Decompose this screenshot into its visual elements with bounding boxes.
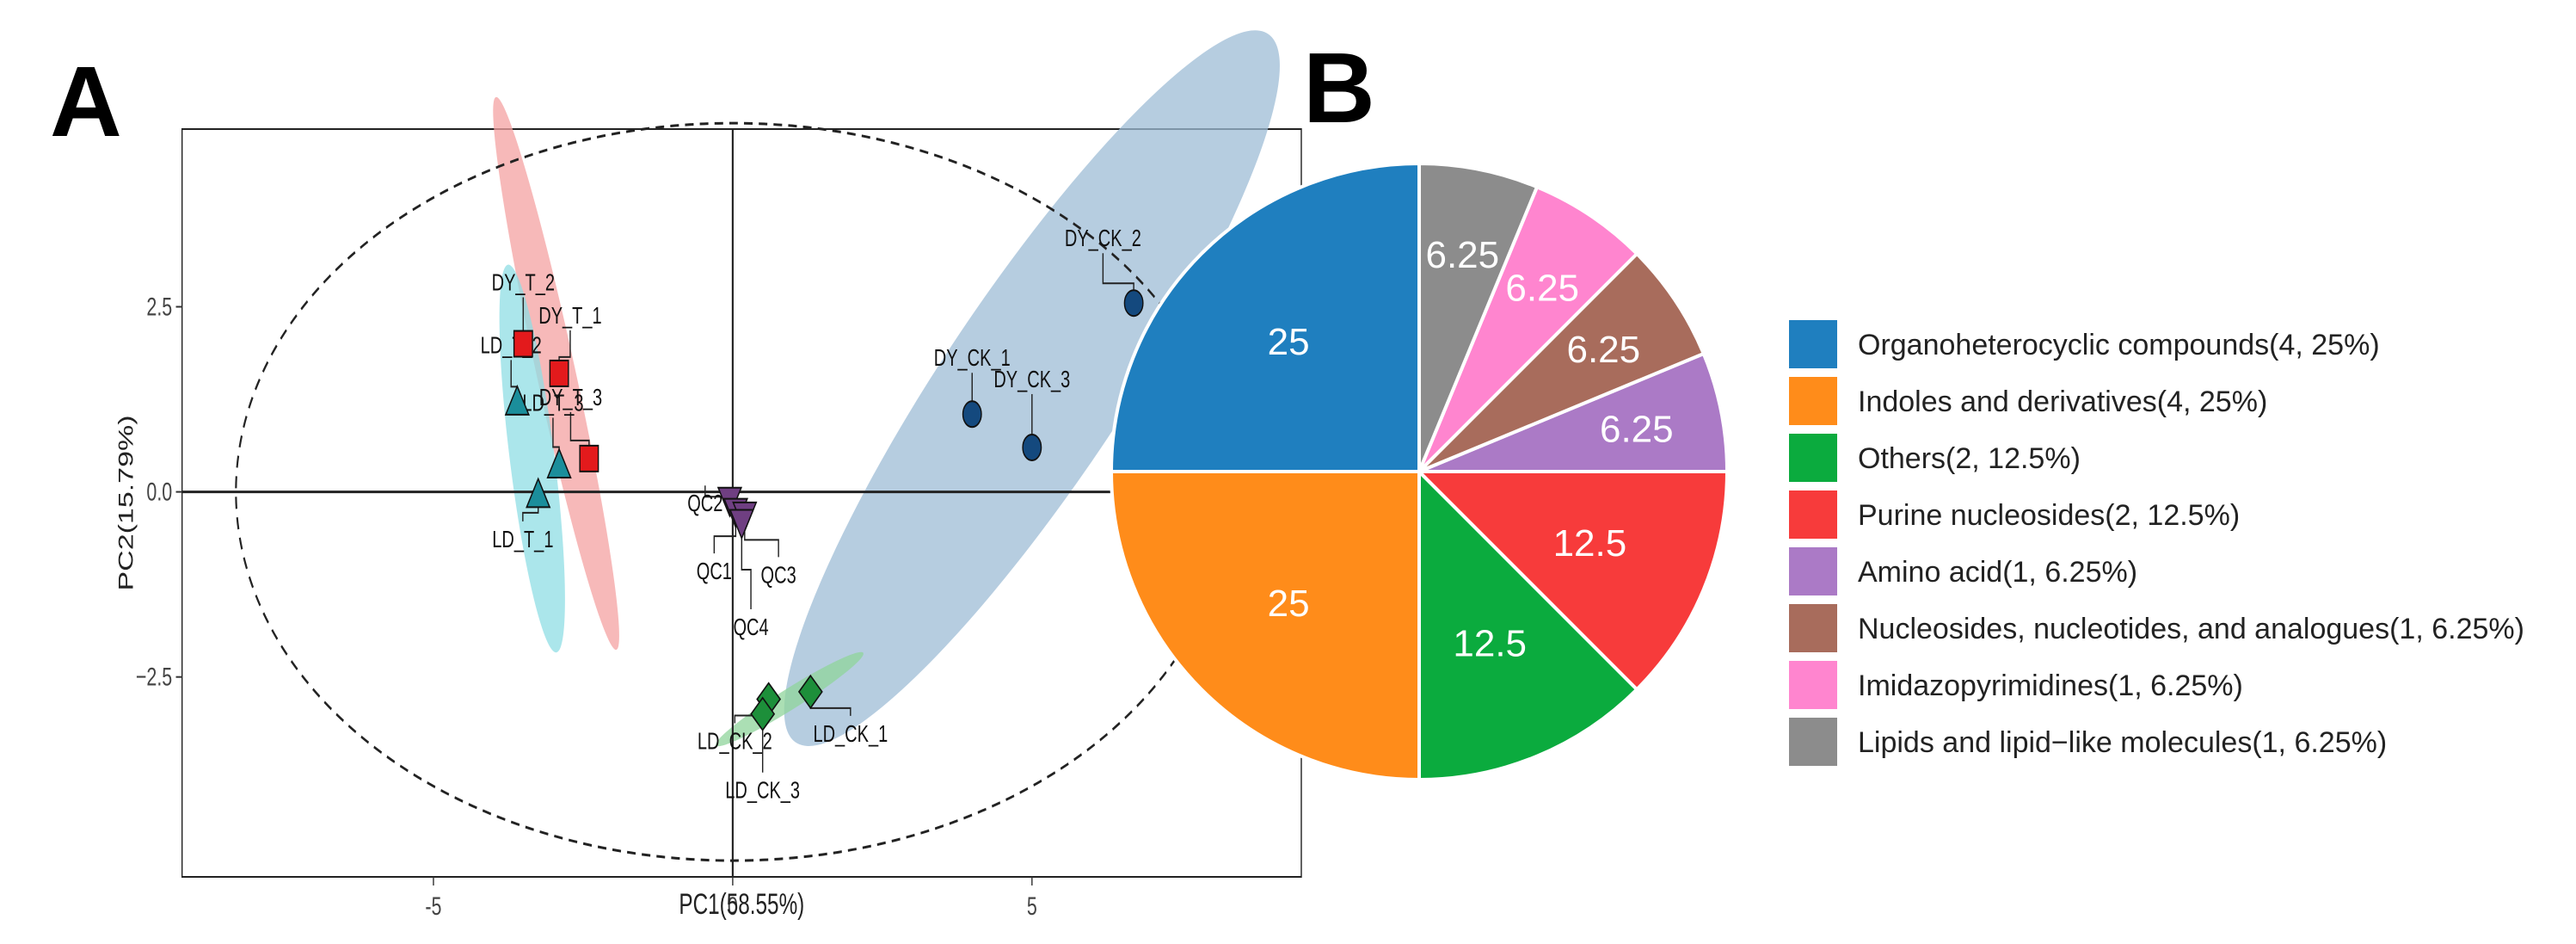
legend-label: Lipids and lipid−like molecules(1, 6.25%… [1858,726,2387,759]
point-label: QC2 [687,491,722,517]
legend-swatch [1789,434,1837,482]
legend-swatch [1789,604,1837,652]
point-dy_ck [1123,289,1144,318]
legend-label: Purine nucleosides(2, 12.5%) [1858,499,2240,532]
legend-label: Nucleosides, nucleotides, and analogues(… [1858,613,2524,645]
x-tick-label: 0 [728,891,738,921]
point-ld_t [504,384,531,416]
pie-slice [1417,467,1639,782]
point-dy_t [513,330,533,358]
point-ld_ck [797,674,823,710]
pie-slice [1417,184,1639,473]
point-label: LD_CK_1 [813,721,888,748]
ellipse-dy_ck [784,30,1280,746]
point-dy_ck [1022,433,1042,461]
point-label: QC3 [761,562,796,589]
point-label: DY_T_3 [539,385,602,411]
pie-slice [1415,470,1730,692]
pie-value-label: 6.25 [1600,409,1674,451]
legend-label: Imidazopyrimidines(1, 6.25%) [1858,669,2243,702]
point-dy_ck [962,400,982,429]
legend-swatch [1789,661,1837,709]
point-qc [729,509,754,540]
point-ld_t [546,447,572,478]
panel-b-label: B [1303,32,1375,144]
legend-label: Amino acid(1, 6.25%) [1858,556,2137,589]
ellipse-ld_ck [716,651,864,747]
panel-a-label: A [50,46,122,157]
pie-slice [1417,251,1706,473]
point-label: DY_CK_2 [1065,225,1141,252]
legend-swatch [1789,320,1837,368]
pie-value-label: 12.5 [1553,522,1627,565]
point-label: LD_CK_2 [698,728,772,755]
point-label: DY_CK_3 [993,367,1070,393]
point-label: DY_CK_1 [934,345,1011,372]
legend-swatch [1789,377,1837,425]
point-label: LD_T_1 [492,527,553,553]
point-dy_t [549,359,569,387]
x-axis-title: PC1(58.55%) [679,888,804,921]
legend-label: Others(2, 12.5%) [1858,442,2081,475]
legend-swatch [1789,491,1837,539]
point-label: LD_T_3 [522,390,583,416]
point-label: DY_T_2 [492,269,555,296]
pie-value-label: 6.25 [1505,268,1579,310]
legend-label: Organoheterocyclic compounds(4, 25%) [1858,329,2380,361]
point-dy_t [579,444,599,472]
label-leader [741,521,752,610]
x-tick-label: 5 [1027,891,1037,921]
pie-slice [1418,351,1730,473]
point-label: DY_T_1 [538,303,601,330]
pie-value-label: 12.5 [1453,622,1527,664]
pie-slice [1109,470,1421,782]
pie-value-label: 6.25 [1425,234,1499,276]
pie-slice [1109,161,1421,473]
ellipse-ld_t [499,264,565,653]
pie-slice [1417,161,1540,472]
point-ld_ck [750,696,776,731]
pie-value-label: 6.25 [1566,329,1640,371]
point-label: QC1 [697,558,732,585]
legend-swatch [1789,547,1837,595]
y-tick-label: 0.0 [146,477,172,507]
y-tick-label: 2.5 [146,292,172,322]
legend-swatch [1789,718,1837,766]
y-axis-title: PC2(15.79%) [114,415,138,590]
x-tick-label: -5 [425,891,441,921]
point-label: LD_CK_3 [725,778,800,805]
y-tick-label: −2.5 [136,662,172,692]
point-label: QC4 [733,614,768,641]
pie-value-label: 25 [1268,321,1310,363]
point-ld_t [526,477,551,509]
legend-label: Indoles and derivatives(4, 25%) [1858,386,2267,418]
pie-chart: 252512.512.56.256.256.256.25Organohetero… [1109,161,2524,782]
pie-value-label: 25 [1268,583,1310,625]
